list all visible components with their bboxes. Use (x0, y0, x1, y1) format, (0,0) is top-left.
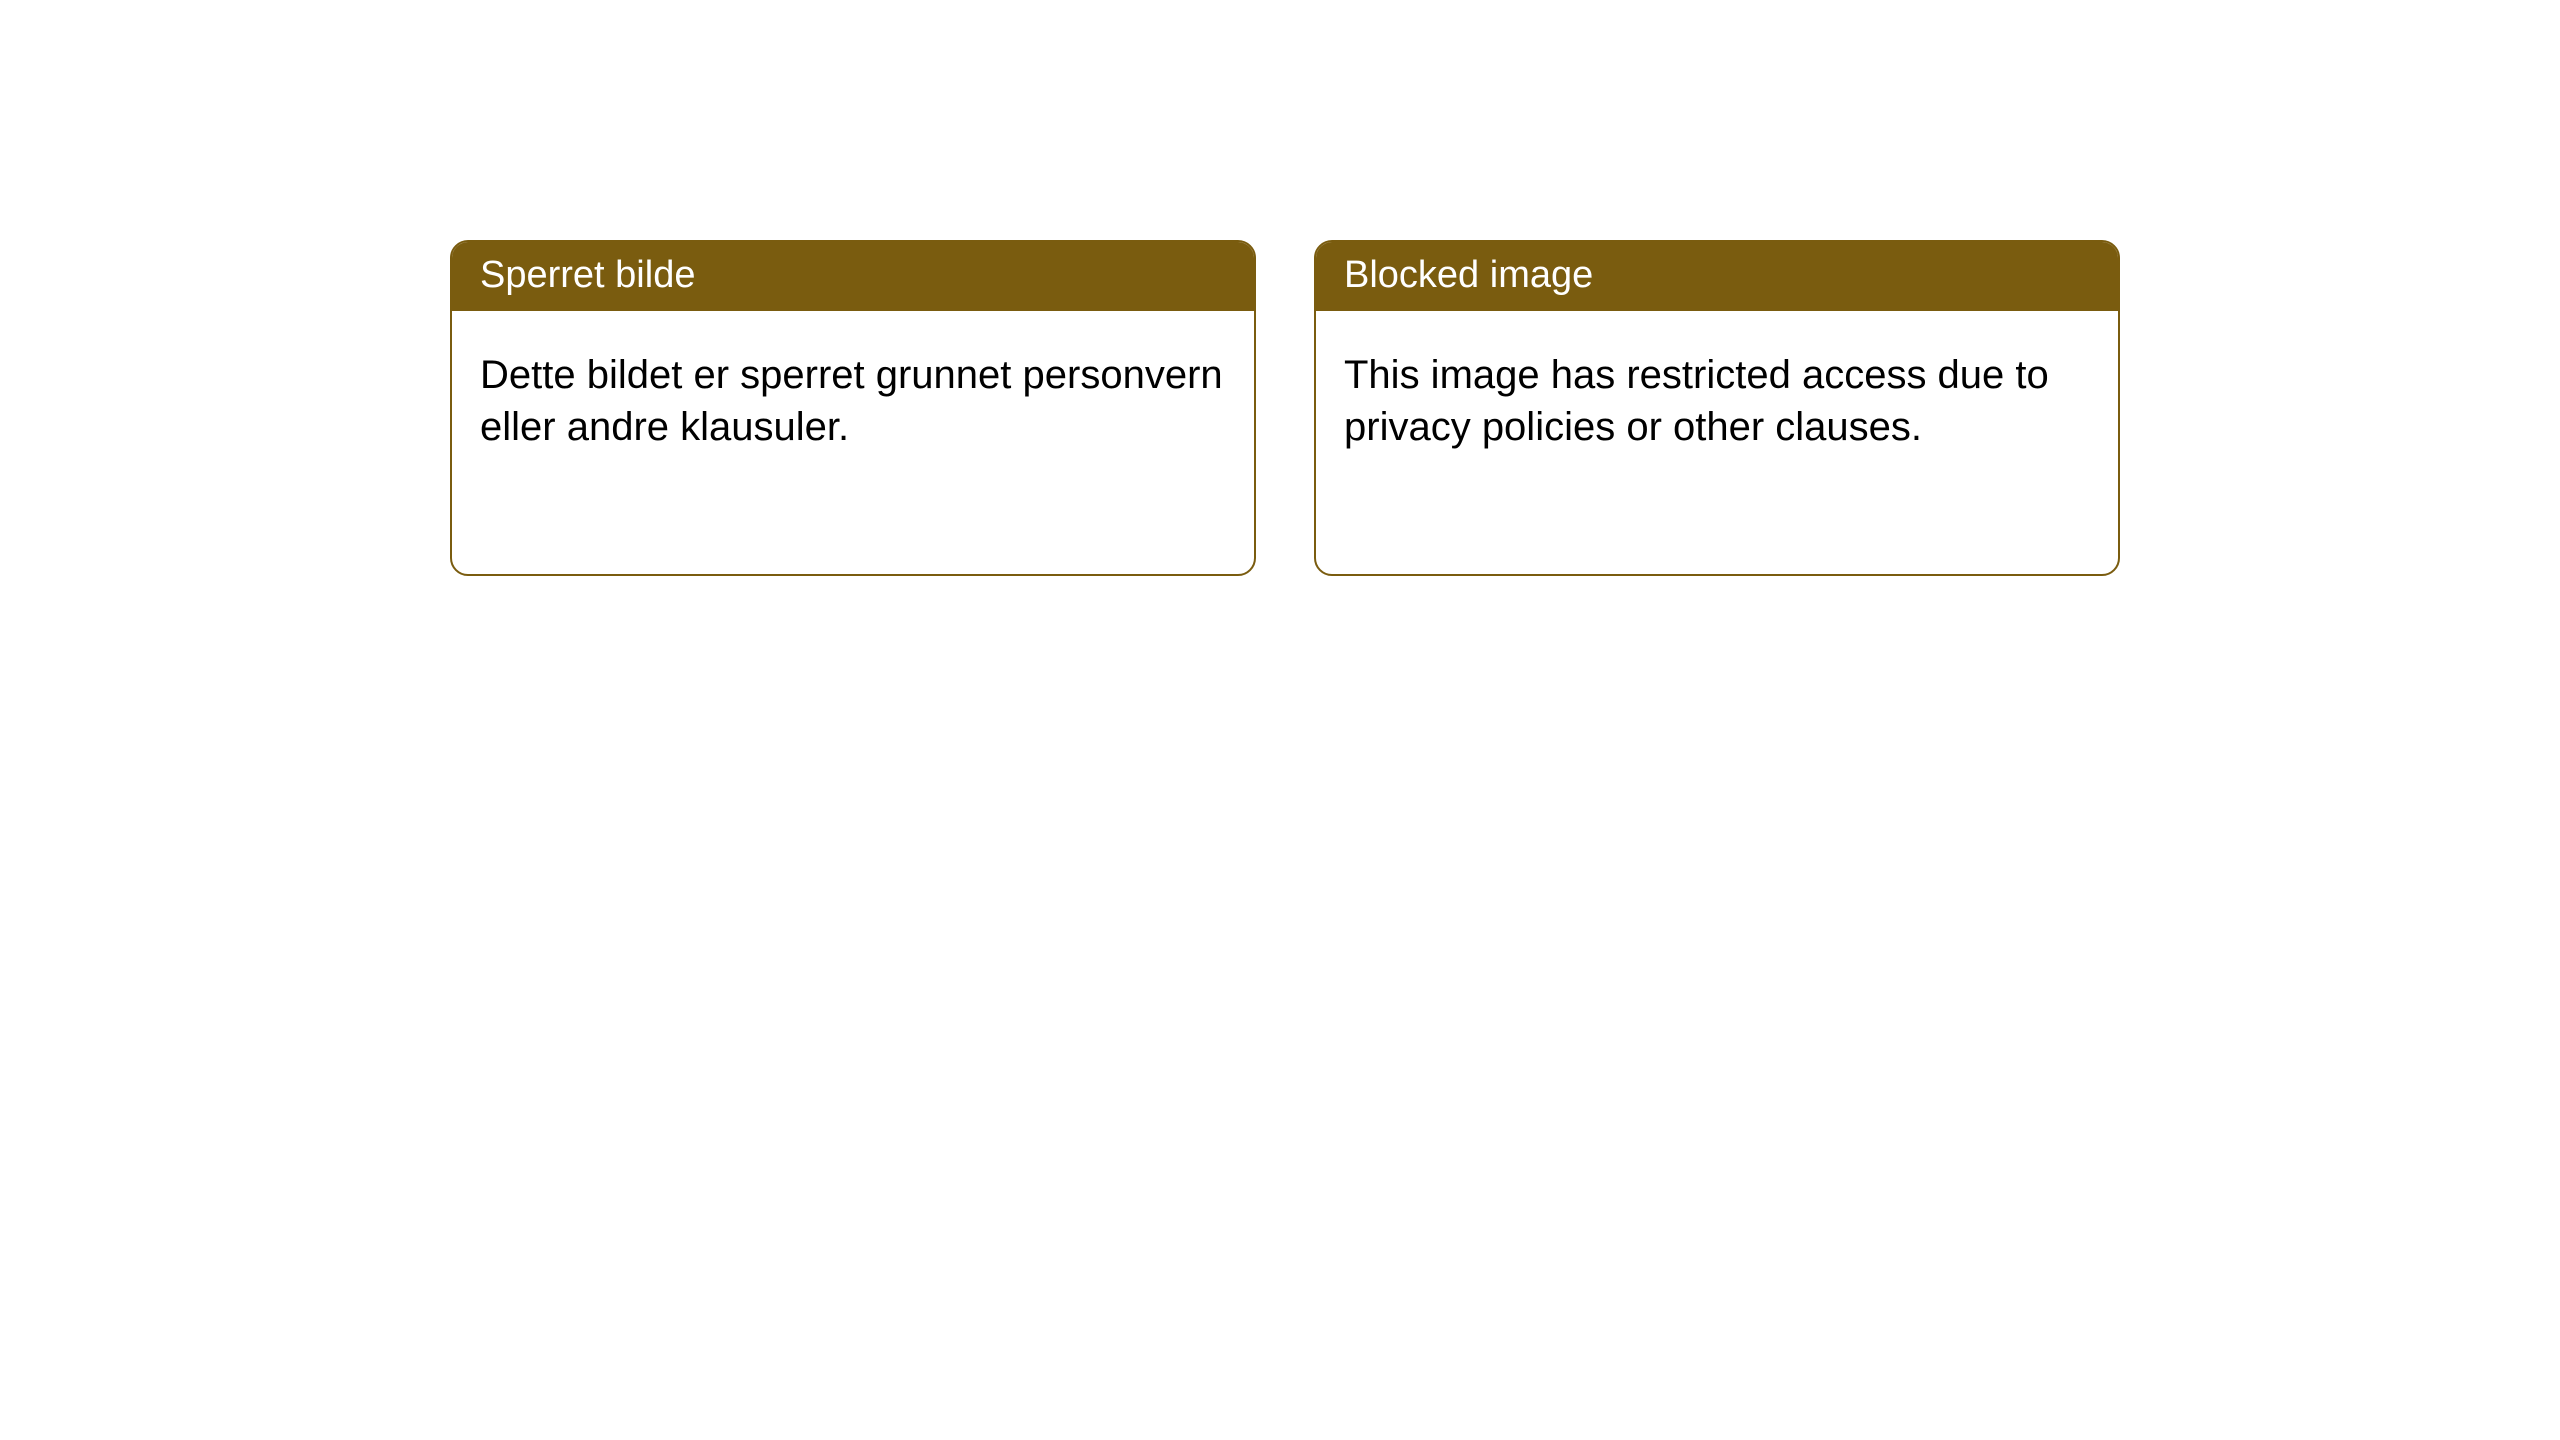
notice-card-title: Blocked image (1316, 242, 2118, 311)
notice-card-body: Dette bildet er sperret grunnet personve… (452, 311, 1254, 481)
notice-card-title: Sperret bilde (452, 242, 1254, 311)
notice-card-norwegian: Sperret bilde Dette bildet er sperret gr… (450, 240, 1256, 576)
notice-card-container: Sperret bilde Dette bildet er sperret gr… (0, 0, 2560, 576)
notice-card-english: Blocked image This image has restricted … (1314, 240, 2120, 576)
notice-card-body: This image has restricted access due to … (1316, 311, 2118, 481)
